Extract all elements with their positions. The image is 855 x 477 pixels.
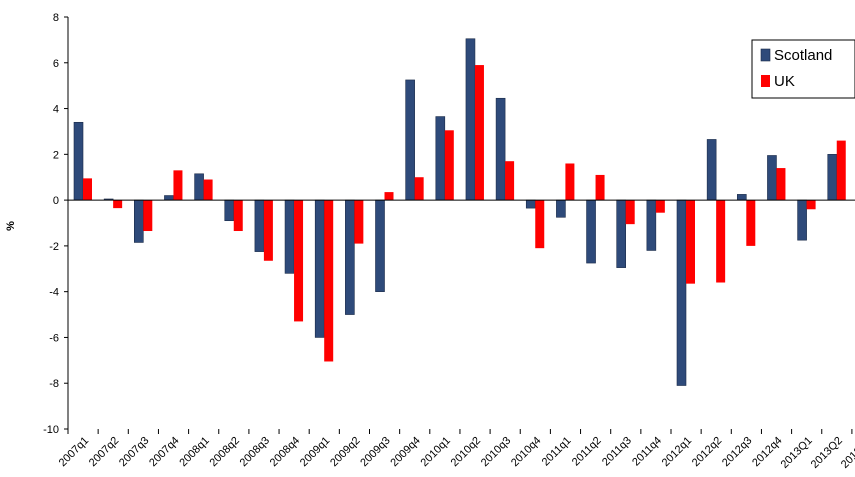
y-tick-label: -10: [43, 424, 59, 436]
bar-scotland-2011q3: [616, 199, 627, 268]
y-tick-label: -6: [49, 332, 59, 344]
bar-uk-2011q4: [655, 200, 665, 213]
y-axis-label: %: [5, 221, 17, 231]
x-tick-label: 2011q2: [570, 435, 604, 469]
bar-scotland-2012q2: [706, 139, 717, 201]
bar-uk-2012q3: [746, 200, 756, 246]
y-tick-label: 8: [53, 12, 59, 24]
x-tick-label: 2010q1: [419, 435, 453, 469]
x-tick-label: 2012q2: [690, 435, 724, 469]
bar-uk-2012q2: [716, 200, 726, 283]
y-tick-label: -8: [49, 378, 59, 390]
legend: Scotland UK: [751, 39, 855, 99]
bar-uk-2011q2: [595, 174, 605, 201]
bar-uk-2008q1: [203, 179, 213, 201]
legend-swatch-uk: [761, 75, 770, 87]
bar-scotland-2011q2: [586, 199, 596, 264]
bar-uk-2012q1: [686, 200, 695, 284]
x-tick-label: 2010q4: [509, 435, 543, 469]
bar-scotland-2008q1: [194, 173, 204, 201]
bar-scotland-2008q4: [284, 199, 295, 274]
bar-uk-2008q3: [263, 200, 273, 261]
bar-scotland-2013q1: [797, 199, 807, 241]
bar-uk-2013q2: [836, 140, 846, 201]
x-tick-label: 2010q3: [479, 435, 513, 469]
x-tick-label: 2011q4: [630, 435, 664, 469]
bar-scotland-2011q1: [556, 199, 566, 218]
bar-scotland-2012q4: [767, 155, 777, 201]
x-tick-label: 2013Q2: [809, 435, 845, 471]
bar-uk-2007q2: [113, 200, 123, 209]
bar-scotland-2009q4: [405, 79, 415, 201]
y-tick-label: 6: [53, 58, 59, 70]
y-tick-label: -2: [49, 241, 59, 253]
y-axis-ticks: 8 6 4 2 0 -2 -4 -6 -8 -10: [43, 12, 68, 436]
bar-uk-2012q4: [776, 168, 786, 201]
bar-uk-2010q4: [535, 200, 545, 249]
bar-scotland-2007q1: [73, 121, 84, 201]
bar-scotland-2009q3: [375, 199, 385, 292]
y-tick-label: 2: [53, 149, 59, 161]
bar-scotland-2007q3: [134, 199, 144, 243]
bar-uk-2010q3: [505, 161, 515, 201]
bar-scotland-2008q3: [254, 199, 265, 252]
x-tick-label: 2011q3: [600, 435, 634, 469]
x-tick-label: 2009q3: [358, 435, 392, 469]
y-tick-label: 0: [53, 195, 59, 207]
bar-scotland-2008q2: [224, 199, 235, 222]
bar-uk-2007q1: [83, 178, 92, 201]
bar-uk-2010q2: [474, 65, 484, 201]
x-tick-label: 2011q1: [540, 435, 574, 469]
bar-scotland-2009q1: [314, 199, 325, 338]
x-tick-label: 2008q3: [238, 435, 272, 469]
x-tick-label: 2009q4: [388, 435, 422, 469]
x-tick-label: 2007q1: [57, 435, 91, 469]
x-tick-label: 2009q2: [328, 435, 362, 469]
bar-uk-2007q4: [173, 170, 183, 201]
bar-scotland-2010q2: [465, 38, 476, 201]
x-axis-ticks: 2007q12007q22007q32007q42008q12008q22008…: [57, 429, 855, 471]
x-tick-label: 2012q1: [660, 435, 694, 469]
bar-uk-2008q4: [294, 200, 304, 322]
x-tick-label: 2007q4: [147, 435, 181, 469]
legend-label-scotland: Scotland: [774, 47, 832, 64]
x-tick-label: 2013Q1: [779, 435, 815, 471]
bar-uk-2011q3: [625, 200, 635, 225]
bar-uk-2009q4: [414, 177, 424, 201]
bar-uk-2013q1: [806, 200, 816, 210]
bar-uk-2010q1: [444, 130, 454, 201]
bar-uk-2009q1: [324, 200, 334, 362]
bar-scotland-2013q2: [827, 154, 838, 201]
bar-uk-2009q2: [354, 200, 364, 244]
x-tick-label: 2009q1: [298, 435, 332, 469]
y-tick-label: -4: [49, 287, 59, 299]
bar-scotland-2012q1: [676, 199, 687, 386]
x-tick-label: 2008q1: [177, 435, 211, 469]
bar-scotland-2012q3: [736, 194, 747, 201]
bar-uk-2008q2: [233, 200, 243, 232]
legend-label-uk: UK: [774, 73, 795, 90]
x-tick-label: 2008q4: [268, 435, 302, 469]
x-tick-label: 2008q2: [207, 435, 241, 469]
bar-uk-2009q3: [384, 192, 394, 201]
bar-uk-2007q3: [143, 200, 153, 232]
bar-scotland-2010q4: [525, 199, 536, 209]
x-tick-label: 2012q3: [720, 435, 754, 469]
bars-group: [73, 38, 846, 386]
bar-scotland-2011q4: [646, 199, 657, 251]
legend-swatch-scotland: [760, 48, 771, 62]
x-tick-label: 2007q3: [117, 435, 151, 469]
x-tick-label: 2007q2: [87, 435, 121, 469]
x-tick-label: 2010q2: [449, 435, 483, 469]
bar-uk-2011q1: [565, 163, 575, 201]
bar-scotland-2010q3: [495, 97, 506, 201]
bar-scotland-2007q4: [164, 195, 174, 201]
bar-scotland-2010q1: [435, 116, 446, 201]
bar-scotland-2009q2: [345, 199, 355, 315]
y-tick-label: 4: [53, 104, 59, 116]
